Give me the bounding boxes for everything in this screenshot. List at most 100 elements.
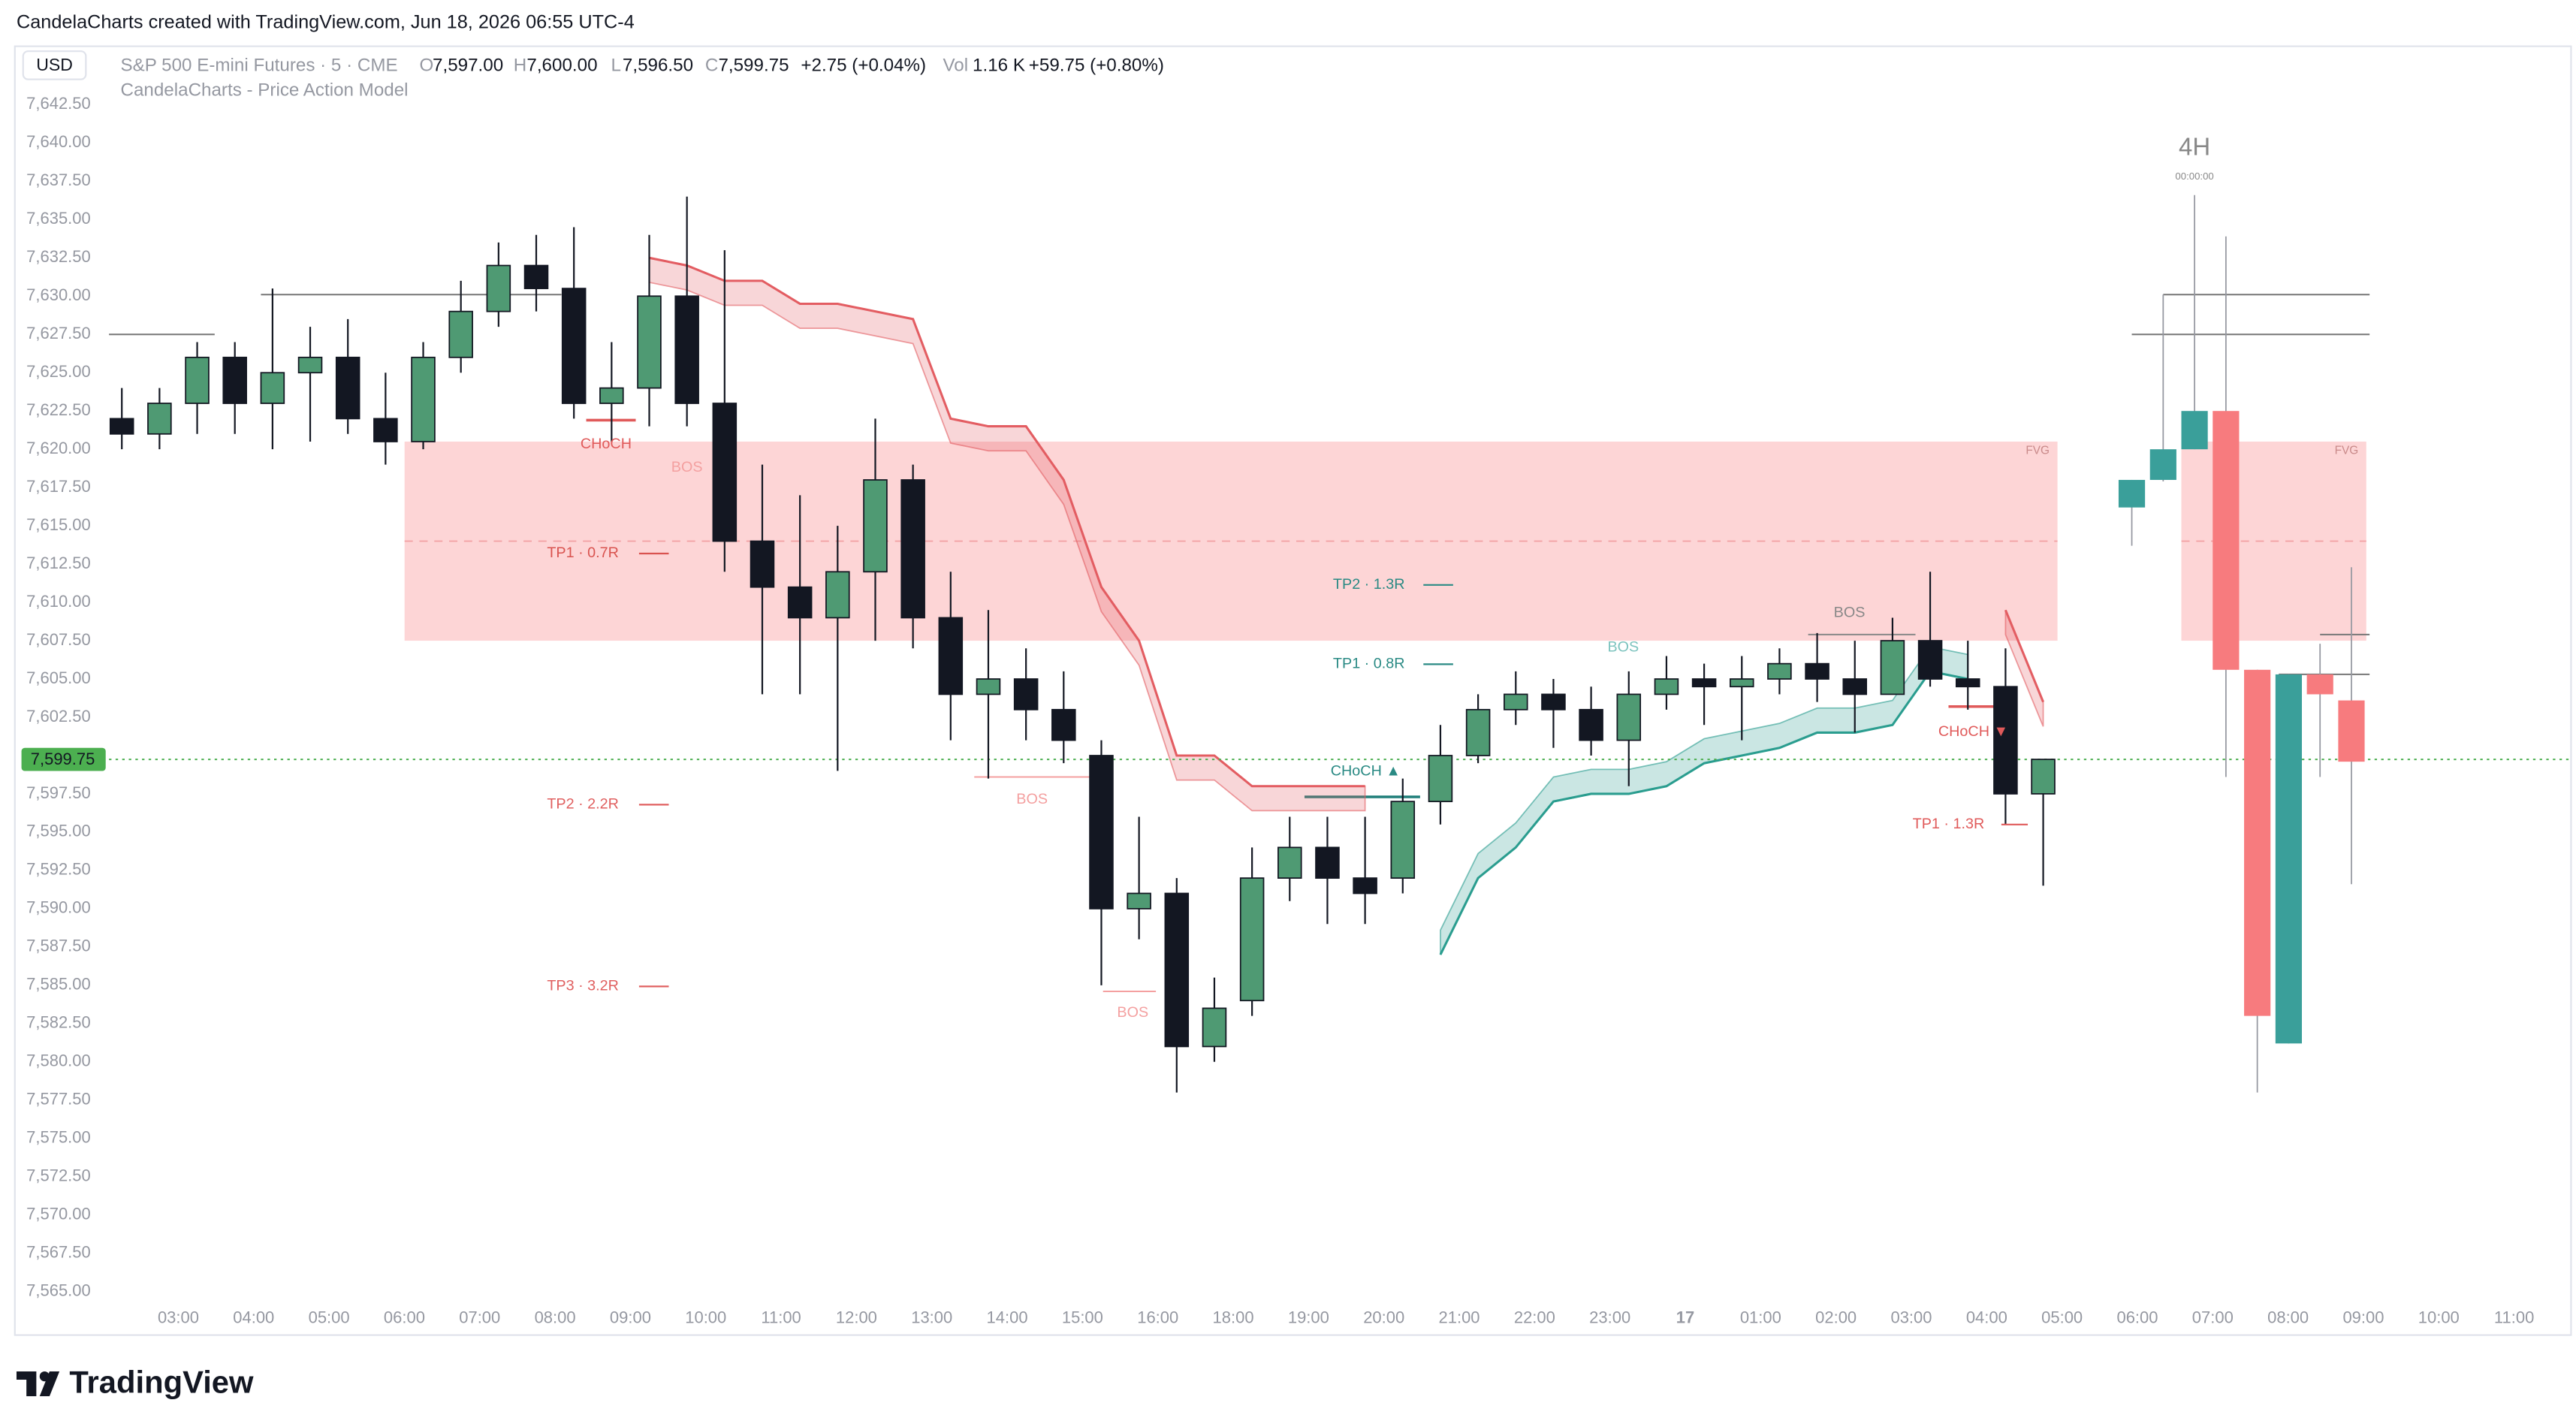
y-tick-label: 7,597.50 [26,783,91,802]
candle-body [411,356,436,442]
annotation: BOS [671,459,703,475]
x-tick-label: 20:00 [1363,1308,1404,1326]
y-tick-label: 7,602.50 [26,707,91,726]
x-tick-label: 22:00 [1514,1308,1555,1326]
y-tick-label: 7,587.50 [26,937,91,955]
annotation: TP3 · 3.2R [547,978,619,994]
ohlc-value: 7,599.75 [718,55,789,75]
x-tick-label: 09:00 [610,1308,651,1326]
candle-body [448,310,473,358]
candle-body [185,356,210,404]
candle-body [1767,662,1792,680]
annotation: CHoCH ▼ [1938,723,2008,740]
candle-body [825,571,850,619]
candle-body [1051,708,1076,741]
x-tick-label: 04:00 [1966,1308,2007,1326]
candle-body [1465,708,1491,756]
ohlc-value: 7,600.00 [526,55,597,75]
candle-body [260,372,285,404]
candle-body [1579,708,1603,741]
candle-body [1616,693,1642,741]
x-tick-label: 07:00 [2192,1308,2234,1326]
y-tick-label: 7,592.50 [26,860,91,879]
annotation: BOS [1834,604,1866,620]
htf-body [2181,411,2208,450]
htf-body [2306,674,2333,695]
candle-body [1390,801,1416,879]
y-tick-label: 7,642.50 [26,94,91,113]
candle-body [1277,846,1302,879]
candle-body [637,295,662,389]
y-tick-label: 7,615.00 [26,515,91,534]
candle-body [1917,640,1943,680]
y-tick-label: 7,580.00 [26,1051,91,1070]
ohlc-label: H [514,55,526,75]
candle-body [1353,877,1377,895]
annotation: FVG [2026,445,2050,457]
brand: TradingView [69,1365,254,1400]
candle-body [297,356,323,374]
htf-body [2275,674,2303,1044]
x-tick-label: 11:00 [761,1308,801,1326]
ohlc-value: 7,597.00 [433,55,503,75]
candle-body [147,403,172,435]
indicator-name: CandelaCharts - Price Action Model [121,80,409,100]
candle-body [599,387,624,404]
annotation: TP2 · 2.2R [547,796,619,813]
candle-body [1089,755,1114,910]
candle-body [712,403,738,542]
x-tick-label: 03:00 [1890,1308,1932,1326]
htf-label: 4H [2179,133,2210,161]
candle-body [1993,686,2018,795]
brand-icon [16,1371,60,1396]
x-tick-label: 14:00 [987,1308,1028,1326]
y-tick-label: 7,575.00 [26,1128,91,1147]
y-tick-label: 7,585.00 [26,975,91,994]
x-tick-label: 07:00 [459,1308,500,1326]
volume-change: +59.75 (+0.80%) [1029,55,1164,75]
candle-body [900,479,925,619]
band-line [2004,609,2044,703]
candle-body [1842,678,1868,695]
htf-body [2149,449,2176,480]
annotation: CHoCH [581,436,632,452]
y-tick-label: 7,565.00 [26,1281,91,1299]
currency[interactable]: USD [36,55,73,74]
candle-body [1805,662,1829,680]
candle-body [1504,693,1528,710]
annotation: CHoCH ▲ [1331,763,1401,780]
x-tick-label: 18:00 [1213,1308,1254,1326]
y-tick-label: 7,595.00 [26,822,91,840]
change: +2.75 (+0.04%) [801,55,926,75]
y-tick-label: 7,607.50 [26,630,91,649]
candle-body [674,295,699,404]
volume: 1.16 K [973,55,1025,75]
annotation: BOS [1016,791,1048,807]
y-tick-label: 7,635.00 [26,209,91,228]
symbol: S&P 500 E-mini Futures · 5 · CME [121,55,398,75]
candle-body [750,540,775,588]
x-tick-label: 08:00 [535,1308,576,1326]
pane-border [14,45,2572,1336]
candle-body [976,678,1001,695]
candle-body [1541,693,1566,710]
y-tick-label: 7,567.50 [26,1242,91,1261]
x-tick-label: 06:00 [384,1308,425,1326]
ohlc-label: L [611,55,621,75]
y-tick-label: 7,572.50 [26,1166,91,1185]
x-tick-label: 15:00 [1062,1308,1103,1326]
y-tick-label: 7,620.00 [26,439,91,457]
candle-body [938,617,964,695]
band-line [649,256,1365,788]
y-tick-label: 7,622.50 [26,400,91,419]
currency-box[interactable] [22,50,87,80]
ohlc-value: 7,596.50 [623,55,693,75]
x-tick-label: 01:00 [1740,1308,1781,1326]
x-tick-label: 05:00 [309,1308,350,1326]
y-tick-label: 7,612.50 [26,554,91,572]
candle-body [1955,678,1980,688]
y-tick-label: 7,590.00 [26,898,91,917]
x-tick-label: 12:00 [836,1308,877,1326]
candle-body [486,264,511,312]
